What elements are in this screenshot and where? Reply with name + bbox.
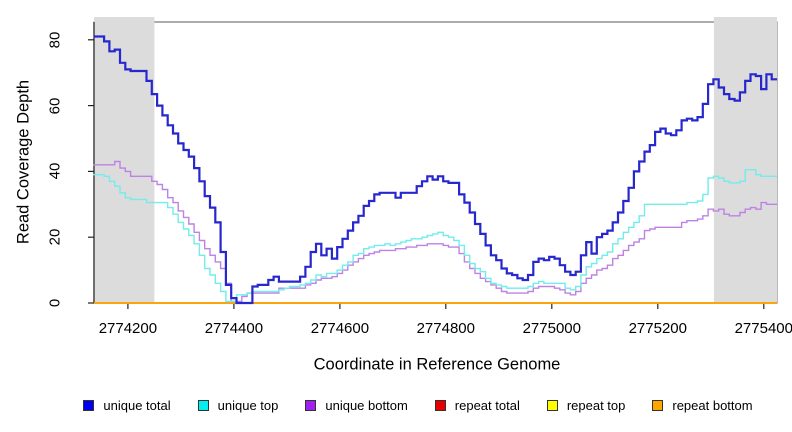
- y-axis-title: Read Coverage Depth: [14, 79, 33, 245]
- x-tick-label: 2775200: [628, 320, 687, 337]
- legend-swatch-unique-total: [83, 399, 95, 411]
- x-tick-label: 2775000: [522, 320, 581, 337]
- legend-label: repeat top: [566, 397, 626, 413]
- x-tick-label: 2774600: [310, 320, 370, 337]
- y-tick-label: 40: [46, 163, 64, 180]
- legend-item-repeat-bottom: repeat bottom: [652, 397, 753, 413]
- legend: unique total unique top unique bottom repea…: [0, 394, 792, 416]
- x-tick-label: 2774200: [98, 320, 158, 337]
- legend-label: repeat bottom: [672, 397, 753, 413]
- x-tick-label: 2774400: [204, 320, 264, 337]
- legend-label: unique top: [217, 397, 279, 413]
- y-tick-label: 0: [46, 298, 64, 308]
- legend-item-unique-bottom: unique bottom: [305, 397, 408, 413]
- legend-item-repeat-total: repeat total: [434, 397, 520, 413]
- legend-item-unique-total: unique total: [83, 397, 171, 413]
- x-axis-title: Coordinate in Reference Genome: [313, 355, 561, 374]
- legend-swatch-unique-bottom: [305, 399, 317, 411]
- y-tick-label: 20: [46, 228, 64, 246]
- legend-item-unique-top: unique top: [197, 397, 279, 413]
- y-tick-label: 60: [46, 97, 64, 114]
- legend-item-repeat-top: repeat top: [546, 397, 626, 413]
- legend-swatch-unique-top: [197, 399, 209, 411]
- legend-swatch-repeat-total: [434, 399, 446, 411]
- legend-swatch-repeat-top: [546, 399, 558, 411]
- x-tick-label: 2775400: [734, 320, 792, 337]
- y-tick-label: 80: [46, 31, 64, 49]
- legend-label: unique bottom: [325, 397, 408, 413]
- legend-swatch-repeat-bottom: [652, 399, 664, 411]
- x-tick-label: 2774800: [416, 320, 475, 337]
- legend-label: unique total: [103, 397, 171, 413]
- legend-label: repeat total: [454, 397, 520, 413]
